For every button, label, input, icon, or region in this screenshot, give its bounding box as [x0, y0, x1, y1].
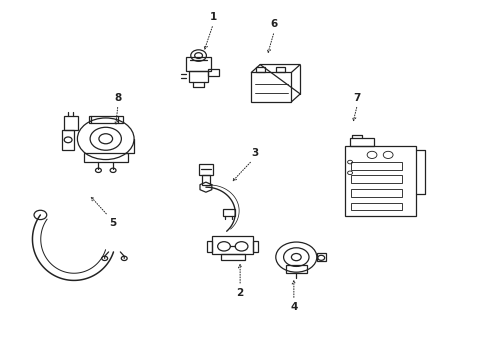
Text: 6: 6: [270, 19, 278, 29]
Bar: [199, 164, 213, 175]
Text: 1: 1: [210, 12, 217, 22]
Text: 4: 4: [290, 302, 297, 312]
Text: 2: 2: [237, 288, 244, 298]
Bar: [189, 71, 208, 82]
Bar: [256, 67, 265, 72]
Bar: [223, 209, 235, 216]
Bar: [202, 175, 210, 185]
Bar: [62, 130, 74, 149]
Bar: [89, 116, 123, 123]
Bar: [84, 153, 128, 162]
Bar: [253, 241, 258, 252]
Bar: [350, 138, 373, 146]
Bar: [251, 72, 292, 102]
Bar: [212, 236, 253, 253]
Bar: [207, 241, 212, 252]
Text: 3: 3: [251, 148, 258, 158]
Bar: [186, 57, 211, 71]
Text: 7: 7: [354, 93, 361, 103]
Bar: [64, 116, 78, 130]
Bar: [220, 253, 245, 260]
Text: 8: 8: [114, 93, 122, 103]
Bar: [351, 175, 402, 183]
Bar: [208, 69, 219, 76]
Bar: [276, 67, 285, 72]
Text: 5: 5: [109, 218, 117, 228]
Bar: [351, 189, 402, 197]
Bar: [317, 253, 326, 261]
Bar: [351, 203, 402, 211]
Bar: [286, 265, 307, 273]
Bar: [351, 162, 402, 170]
Bar: [345, 146, 416, 216]
